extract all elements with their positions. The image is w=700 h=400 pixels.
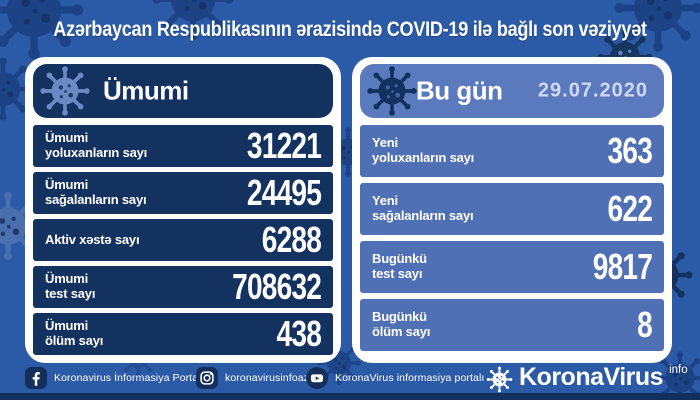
today-rows: Yeni yoluxanların sayı 363 Yeni sağalanl… — [360, 125, 664, 357]
today-panel: Bu gün 29.07.2020 Yeni yoluxanların sayı… — [352, 57, 672, 363]
stat-label: Yeni sağalanların sayı — [372, 193, 474, 223]
footer: Koronavirus İnformasiya Portalı koronavi… — [0, 363, 700, 393]
stat-row-total-infected: Ümumi yoluxanların sayı 31221 — [33, 125, 333, 167]
totals-panel-title: Ümumi — [103, 75, 189, 106]
stat-label: Ümumi sağalanların sayı — [45, 177, 147, 207]
logo-suffix: info — [669, 364, 688, 376]
stat-value: 363 — [607, 130, 652, 171]
totals-panel-header: Ümumi — [33, 64, 333, 118]
bottom-strip — [0, 393, 700, 400]
today-panel-header: Bu gün 29.07.2020 — [360, 64, 664, 118]
stat-value: 438 — [276, 313, 321, 354]
stat-value: 622 — [607, 188, 652, 229]
koronavirus-logo: KoronaVirus info — [486, 363, 688, 393]
youtube-link[interactable]: KoronaVirus informasiya portalı — [306, 367, 484, 389]
virus-logo-icon — [486, 366, 513, 393]
instagram-icon — [196, 367, 218, 389]
virus-icon — [39, 65, 91, 117]
totals-panel: Ümumi Ümumi yoluxanların sayı 31221 Ümum… — [25, 57, 341, 363]
facebook-label: Koronavirus İnformasiya Portalı — [54, 372, 204, 384]
stat-row-today-tests: Bugünkü test sayı 9817 — [360, 241, 664, 293]
stat-label: Ümumi ölüm sayı — [45, 318, 104, 348]
virus-icon — [366, 65, 418, 117]
report-date: 29.07.2020 — [537, 79, 648, 102]
stat-row-new-infected: Yeni yoluxanların sayı 363 — [360, 125, 664, 177]
stat-value: 8 — [637, 304, 653, 345]
stat-label: Bugünkü test sayı — [372, 251, 427, 281]
stat-label: Yeni yoluxanların sayı — [372, 135, 475, 165]
stat-label: Ümumi yoluxanların sayı — [45, 130, 148, 160]
stat-row-today-deaths: Bugünkü ölüm sayı 8 — [360, 299, 664, 351]
facebook-link[interactable]: Koronavirus İnformasiya Portalı — [25, 367, 204, 389]
youtube-label: KoronaVirus informasiya portalı — [335, 372, 485, 384]
stat-label: Bugünkü ölüm sayı — [372, 309, 431, 339]
stat-label: Aktiv xəstə sayı — [45, 231, 140, 247]
stat-row-total-recovered: Ümumi sağalanların sayı 24495 — [33, 172, 333, 214]
facebook-icon — [25, 367, 47, 389]
stat-row-total-deaths: Ümumi ölüm sayı 438 — [33, 313, 333, 355]
instagram-label: koronavirusinfoaz — [225, 372, 309, 384]
stat-value: 31221 — [246, 125, 322, 166]
stat-value: 9817 — [592, 246, 653, 287]
stat-label: Ümumi test sayı — [45, 271, 96, 301]
page-title-band: Azərbaycan Respublikasının ərazisində CO… — [0, 8, 700, 52]
stat-value: 6288 — [261, 219, 322, 260]
stat-row-active-cases: Aktiv xəstə sayı 6288 — [33, 219, 333, 261]
today-panel-title: Bu gün — [416, 75, 503, 106]
stat-value: 24495 — [246, 172, 322, 213]
stat-row-total-tests: Ümumi test sayı 708632 — [33, 266, 333, 308]
youtube-icon — [306, 367, 328, 389]
instagram-link[interactable]: koronavirusinfoaz — [196, 367, 309, 389]
logo-text: KoronaVirus — [519, 363, 664, 391]
totals-rows: Ümumi yoluxanların sayı 31221 Ümumi sağa… — [33, 125, 333, 360]
stat-row-new-recovered: Yeni sağalanların sayı 622 — [360, 183, 664, 235]
stat-value: 708632 — [231, 266, 322, 307]
page-title: Azərbaycan Respublikasının ərazisində CO… — [53, 18, 647, 41]
